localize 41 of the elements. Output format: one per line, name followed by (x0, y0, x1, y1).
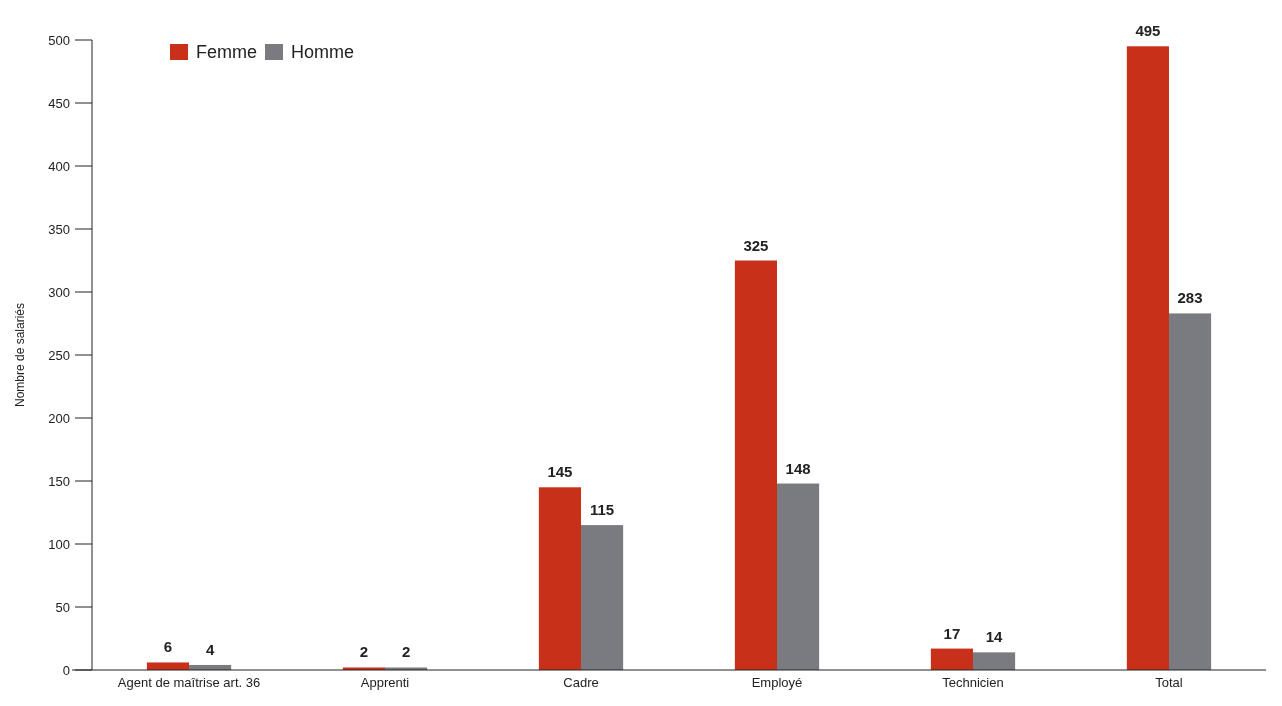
data-label: 283 (1177, 289, 1203, 307)
data-label: 17 (943, 624, 961, 642)
y-tick-label: 150 (48, 473, 70, 489)
data-label: 115 (589, 501, 615, 519)
data-label: 145 (547, 463, 573, 481)
y-tick-label: 400 (48, 158, 70, 174)
y-tick-label: 50 (55, 599, 70, 615)
y-tick-label: 200 (48, 410, 70, 426)
x-tick-label: Total (1155, 675, 1183, 690)
bar (972, 652, 1016, 670)
legend-label: Femme (196, 42, 258, 63)
data-label: 148 (785, 459, 811, 477)
bar (734, 260, 777, 670)
legend-label: Homme (291, 42, 355, 63)
bar (538, 487, 581, 670)
data-label: 6 (163, 638, 173, 656)
data-label: 2 (401, 643, 411, 661)
y-tick-label: 0 (62, 662, 70, 678)
x-tick-label: Agent de maîtrise art. 36 (117, 675, 261, 690)
bar (581, 525, 624, 670)
y-tick-label: 450 (48, 95, 70, 111)
x-tick-label: Cadre (563, 675, 599, 690)
bar (146, 662, 190, 670)
y-tick-label: 500 (48, 32, 70, 48)
data-label: 2 (359, 643, 369, 661)
y-tick-label: 250 (48, 347, 70, 363)
x-tick-label: Apprenti (360, 675, 410, 690)
data-label: 14 (985, 628, 1004, 646)
y-axis-title: Nombre de salariés (13, 302, 27, 408)
bar (777, 483, 820, 670)
x-tick-label: Technicien (942, 675, 1004, 690)
y-tick-label: 350 (48, 221, 70, 237)
bar (930, 648, 973, 670)
bar (1168, 313, 1212, 670)
x-tick-label: Employé (751, 675, 803, 690)
y-tick-label: 100 (48, 536, 70, 552)
data-label: 4 (205, 640, 215, 658)
data-label: 495 (1135, 22, 1161, 40)
data-label: 325 (743, 236, 769, 254)
bar (1126, 46, 1169, 670)
y-tick-label: 300 (48, 284, 70, 300)
